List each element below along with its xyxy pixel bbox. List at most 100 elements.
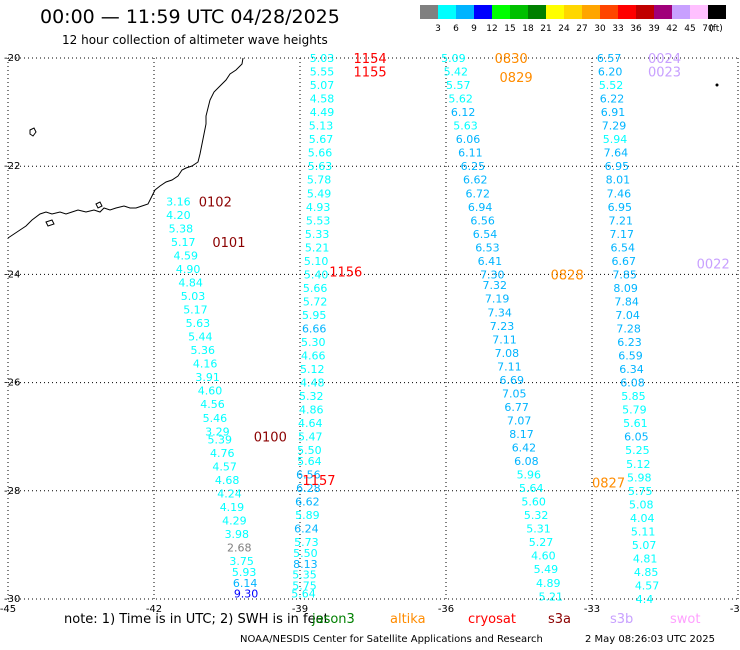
pass-time-label: 0100 <box>254 431 287 446</box>
wave-height-label: 6.56 <box>296 469 321 482</box>
colorbar-swatch <box>672 5 690 19</box>
wave-height-label: 5.64 <box>297 455 322 468</box>
wave-height-label: 7.28 <box>616 323 641 336</box>
wave-height-label: 4.60 <box>531 550 556 563</box>
wave-height-label: 5.17 <box>183 304 208 317</box>
wave-height-label: 4.68 <box>215 474 240 487</box>
colorbar-swatch <box>492 5 510 19</box>
colorbar-swatch <box>510 5 528 19</box>
pass-time-label: 1156 <box>329 266 362 281</box>
wave-height-label: 4.57 <box>635 579 660 592</box>
wave-height-label: 4.60 <box>198 385 223 398</box>
coastal-island-outline <box>45 219 55 227</box>
lon-tick-label: -36 <box>438 604 454 615</box>
wave-height-label: 6.11 <box>458 147 483 160</box>
wave-height-label: 4.19 <box>220 501 245 514</box>
wave-height-label: 6.67 <box>611 255 636 268</box>
wave-height-label: 5.55 <box>310 66 335 79</box>
wave-height-label: 4.56 <box>200 398 225 411</box>
wave-height-label: 6.25 <box>461 160 486 173</box>
wave-height-label: 7.23 <box>490 320 515 333</box>
pass-time-label: 1155 <box>354 66 387 81</box>
wave-height-label: 6.14 <box>233 577 258 590</box>
lat-tick-label: -30 <box>4 594 20 605</box>
colorbar-swatch <box>546 5 564 19</box>
colorbar-swatch <box>618 5 636 19</box>
wave-height-label: 6.95 <box>605 160 630 173</box>
wave-height-label: 5.42 <box>444 66 469 79</box>
colorbar-tick-label: 21 <box>540 24 551 34</box>
wave-height-label: 5.17 <box>171 236 196 249</box>
wave-height-label: 5.52 <box>599 79 624 92</box>
wave-height-label: 4.24 <box>217 488 242 501</box>
wave-height-label: 6.56 <box>470 214 495 227</box>
wave-height-label: 5.57 <box>446 79 471 92</box>
wave-height-label: 6.62 <box>463 174 488 187</box>
colorbar-swatch <box>690 5 708 19</box>
colorbar-swatch <box>474 5 492 19</box>
wave-height-label: 6.08 <box>514 455 539 468</box>
legend-swot: swot <box>670 612 701 627</box>
wave-height-label: 3.98 <box>225 528 250 541</box>
pass-time-label: 1157 <box>302 474 335 489</box>
wave-height-label: 7.84 <box>614 295 639 308</box>
wave-height-label: 4.86 <box>299 404 324 417</box>
wave-height-label: 5.73 <box>294 536 319 549</box>
lon-tick-label: -30 <box>730 604 740 615</box>
wave-height-label: 5.38 <box>169 222 194 235</box>
wave-height-label: 5.07 <box>632 539 657 552</box>
colorbar-tick-label: 27 <box>576 24 587 34</box>
wave-height-label: 6.20 <box>598 66 623 79</box>
wave-height-label: 7.30 <box>480 268 505 281</box>
wave-height-label: 2.68 <box>227 542 252 555</box>
wave-height-label: 5.11 <box>631 525 656 538</box>
wave-height-label: 5.64 <box>291 588 316 601</box>
wave-height-label: 4.84 <box>178 277 203 290</box>
wave-height-label: 7.29 <box>602 120 627 133</box>
wave-height-label: 5.63 <box>186 317 211 330</box>
lon-tick-label: -42 <box>146 604 162 615</box>
wave-height-label: 5.53 <box>306 214 331 227</box>
pass-time-label: 0101 <box>212 236 245 251</box>
wave-height-label: 5.21 <box>538 590 563 603</box>
wave-height-label: 5.36 <box>191 344 216 357</box>
colorbar-swatch <box>582 5 600 19</box>
wave-height-label: 5.12 <box>626 458 651 471</box>
wave-height-label: 6.57 <box>597 52 622 65</box>
wave-height-label: 5.32 <box>299 390 324 403</box>
lat-tick-label: -20 <box>4 53 20 64</box>
pass-time-label: 0829 <box>500 71 533 86</box>
colorbar-swatch <box>456 5 474 19</box>
wave-height-label: 5.13 <box>309 120 334 133</box>
wave-height-label: 5.93 <box>232 566 257 579</box>
wave-height-label: 7.04 <box>615 309 640 322</box>
pass-time-label: 0102 <box>199 195 232 210</box>
colorbar-tick-label: 24 <box>558 24 570 34</box>
wave-height-label: 5.72 <box>303 295 328 308</box>
colorbar-tick-label: 30 <box>594 24 606 34</box>
pass-time-label: 0024 <box>648 52 681 67</box>
wave-height-label: 8.01 <box>606 174 631 187</box>
wave-height-label: 5.85 <box>621 390 646 403</box>
pass-time-label: 0830 <box>495 52 528 67</box>
wave-height-label: 6.94 <box>468 201 493 214</box>
wave-height-label: 4.89 <box>536 577 561 590</box>
wave-height-label: 6.95 <box>608 201 633 214</box>
wave-height-label: 6.54 <box>610 241 635 254</box>
colorbar-swatch <box>438 5 456 19</box>
wave-height-label: 4.16 <box>193 358 218 371</box>
wave-height-label: 4.58 <box>310 93 335 106</box>
wave-height-label: 7.07 <box>507 414 532 427</box>
wave-height-label: 6.54 <box>473 228 498 241</box>
wave-height-label: 5.03 <box>181 290 206 303</box>
wave-height-label: 5.64 <box>519 482 544 495</box>
colorbar-tick-label: 15 <box>504 24 515 34</box>
wave-height-label: 6.42 <box>512 442 537 455</box>
colorbar-swatch <box>564 5 582 19</box>
wave-height-label: 5.03 <box>310 52 335 65</box>
colorbar-unit-label: (ft) <box>709 24 723 34</box>
wave-height-label: 6.91 <box>601 106 626 119</box>
wave-height-label: 5.98 <box>627 471 652 484</box>
wave-height-label: 5.08 <box>629 498 654 511</box>
legend-altika: altika <box>390 612 426 627</box>
